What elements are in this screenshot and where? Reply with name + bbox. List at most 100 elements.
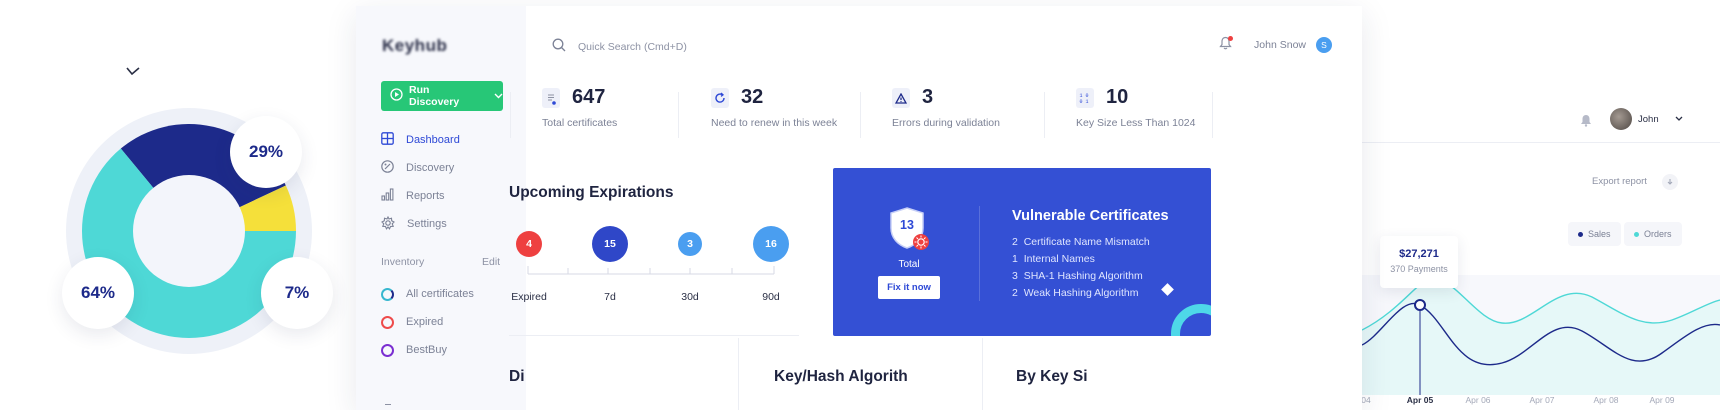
inventory-item-label: Expired: [406, 316, 444, 328]
vulnerability-label: Internal Names: [1023, 253, 1095, 265]
sidebar-item-dashboard[interactable]: Dashboard: [381, 130, 460, 150]
inventory-item-bestbuy[interactable]: BestBuy: [381, 341, 447, 359]
legend-label-sales: Sales: [1588, 229, 1611, 239]
sidebar-item-label: Settings: [407, 218, 447, 230]
app-window: Keyhub Run Discovery Dashboard Discovery: [356, 6, 1362, 410]
stat-value: 3: [922, 86, 934, 108]
tooltip-value: $27,271: [1399, 248, 1439, 260]
section-heading: Key/Hash Algorith: [774, 368, 908, 385]
play-icon: [390, 88, 403, 104]
reports-icon: [381, 188, 394, 204]
run-discovery-label: Run Discovery: [409, 84, 460, 108]
stat-total-certificates[interactable]: 647 Total certificates: [542, 86, 712, 134]
avatar: [1610, 108, 1632, 130]
export-report-link[interactable]: Export report: [1592, 176, 1647, 187]
search-icon: [552, 38, 566, 55]
chevron-down-icon[interactable]: [494, 90, 503, 102]
x-axis-label: Apr 07: [1529, 395, 1555, 405]
search-bar[interactable]: Quick Search (Cmd+D): [552, 38, 687, 55]
warning-icon: [892, 88, 910, 108]
x-axis-label-active: Apr 05: [1406, 395, 1434, 405]
vulnerability-item[interactable]: 2 Certificate Name Mismatch: [1012, 236, 1150, 248]
stat-divider: [1044, 92, 1045, 138]
ring-decoration: [1171, 304, 1211, 336]
partial-heading-fragment: [126, 62, 140, 76]
expiration-count-expired[interactable]: 4: [516, 231, 542, 257]
stat-label: Total certificates: [542, 117, 618, 129]
legend-sales[interactable]: Sales: [1568, 222, 1621, 246]
avatar: S: [1316, 36, 1332, 53]
sidebar-item-reports[interactable]: Reports: [381, 186, 445, 206]
dashboard-icon: [381, 132, 394, 148]
plus-icon[interactable]: [385, 404, 391, 410]
legend-orders[interactable]: Orders: [1624, 222, 1682, 246]
x-axis-label: Apr 08: [1593, 395, 1619, 405]
inventory-section-title: Inventory: [381, 256, 425, 268]
fix-it-now-button[interactable]: Fix it now: [878, 276, 940, 299]
run-discovery-button[interactable]: Run Discovery: [381, 81, 503, 111]
section-heading: Di: [509, 368, 525, 385]
refresh-icon: [711, 88, 729, 108]
expiration-label-expired: Expired: [511, 291, 547, 303]
stat-value: 10: [1106, 86, 1129, 108]
bell-icon[interactable]: [1219, 36, 1234, 53]
search-input[interactable]: Quick Search (Cmd+D): [578, 40, 687, 53]
user-menu[interactable]: John: [1610, 108, 1683, 130]
vulnerability-count: 2: [1012, 287, 1018, 299]
inventory-edit-link[interactable]: Edit: [482, 256, 501, 268]
chart-tooltip: $27,271 370 Payments: [1380, 236, 1458, 288]
stat-label: Key Size Less Than 1024: [1076, 117, 1196, 129]
inventory-item-expired[interactable]: Expired: [381, 313, 443, 331]
sidebar-item-label: Reports: [406, 190, 445, 202]
legend-dot-orders: [1634, 231, 1639, 237]
stat-label: Need to renew in this week: [711, 117, 838, 129]
download-icon[interactable]: [1662, 174, 1678, 190]
document-icon: [542, 88, 560, 108]
stat-errors[interactable]: 3 Errors during validation: [892, 86, 1062, 134]
expiration-label-30d: 30d: [681, 291, 699, 303]
chevron-down-icon: [1675, 114, 1683, 125]
expiration-count-30d[interactable]: 3: [678, 232, 702, 256]
x-axis-label: 04: [1361, 395, 1371, 405]
sidebar-item-label: Discovery: [406, 162, 455, 174]
donut-panel: 29% 7% 64%: [0, 0, 356, 410]
stat-value: 647: [572, 86, 606, 108]
x-axis-label: Apr 09: [1649, 395, 1675, 405]
vulnerability-item[interactable]: 2 Weak Hashing Algorithm: [1012, 287, 1138, 299]
upcoming-expirations-title: Upcoming Expirations: [509, 184, 674, 201]
section-heading: By Key Si: [1016, 368, 1088, 385]
svg-text:1 0: 1 0: [1080, 93, 1089, 99]
vulnerability-item[interactable]: 3 SHA-1 Hashing Algorithm: [1012, 270, 1143, 282]
active-point: [1414, 299, 1426, 311]
vulnerability-item[interactable]: 1 Internal Names: [1012, 253, 1095, 265]
section-divider: [509, 335, 799, 336]
section-divider: [982, 338, 983, 410]
expiration-count-7d[interactable]: 15: [592, 226, 628, 262]
section-divider: [738, 338, 739, 410]
logo: Keyhub: [382, 36, 448, 55]
bell-icon[interactable]: [1580, 114, 1592, 132]
gear-icon: [381, 215, 395, 233]
expiration-label-90d: 90d: [762, 291, 780, 303]
vulnerability-count: 1: [1012, 253, 1018, 265]
inventory-item-all-certificates[interactable]: All certificates: [381, 285, 474, 303]
svg-text:0 1: 0 1: [1080, 99, 1089, 104]
donut-label-7: 7%: [261, 257, 333, 329]
x-axis-label: Apr 06: [1465, 395, 1491, 405]
donut-label-64: 64%: [62, 257, 134, 329]
vulnerable-total-label: Total: [898, 259, 920, 270]
card-divider: [979, 206, 980, 301]
stat-divider: [678, 92, 679, 138]
ring-icon: [381, 315, 394, 329]
vulnerability-label: Weak Hashing Algorithm: [1023, 287, 1139, 299]
user-menu[interactable]: John Snow S: [1219, 36, 1332, 53]
donut-chart: [82, 124, 296, 338]
expiration-count-90d[interactable]: 16: [753, 226, 789, 262]
stat-divider: [510, 92, 511, 138]
orders-area: [1362, 278, 1720, 395]
sidebar-item-discovery[interactable]: Discovery: [381, 158, 454, 178]
stat-need-renew[interactable]: 32 Need to renew in this week: [711, 86, 881, 134]
sidebar-item-settings[interactable]: Settings: [381, 214, 447, 234]
